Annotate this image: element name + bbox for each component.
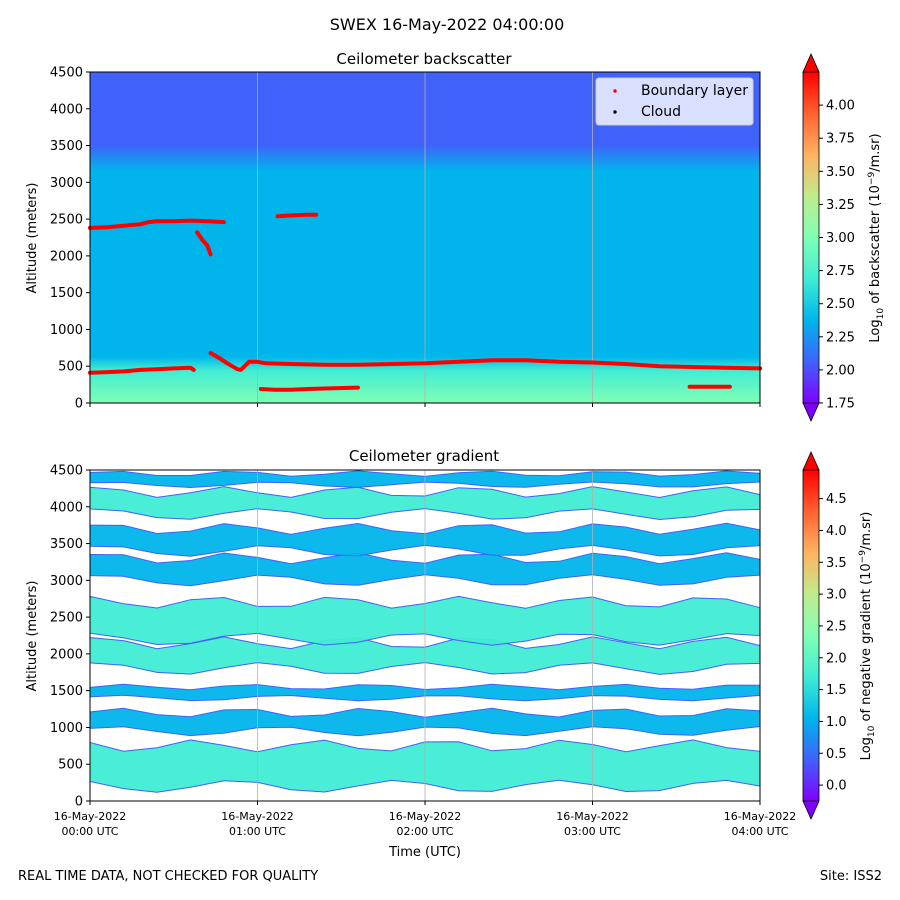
boundary-layer-surface-layer-2 — [208, 351, 762, 372]
backscatter-y-ticks: 0 500 1000 1500 2000 2500 3000 3500 4000 4500 — [50, 66, 90, 412]
colorbar-tick-label: 1.5 — [826, 683, 847, 698]
y-tick-label: 2000 — [50, 647, 83, 662]
y-tick-label: 1000 — [50, 323, 83, 338]
x-tick-time: 03:00 UTC — [564, 825, 621, 838]
x-tick-date: 16-May-2022 — [389, 810, 461, 823]
y-tick-label: 1500 — [50, 684, 83, 699]
colorbar-gradient — [802, 71, 820, 404]
gradient-plot-area — [89, 470, 761, 801]
x-tick-time: 00:00 UTC — [61, 825, 118, 838]
quality-disclaimer: REAL TIME DATA, NOT CHECKED FOR QUALITY — [18, 869, 319, 884]
gradient-colorbar: 0.0 0.5 1.0 1.5 2.0 2.5 3.0 3.5 4.0 4.5 — [802, 451, 847, 820]
y-tick-label: 0 — [75, 795, 83, 810]
colorbar-tick-label: 0.0 — [826, 779, 847, 794]
backscatter-panel: Ceilometer backscatter 0 500 1000 1500 2000 2… — [25, 50, 886, 422]
colorbar-max-extend — [802, 451, 820, 471]
gradient-title: Ceilometer gradient — [349, 447, 499, 465]
colorbar-tick-label: 3.5 — [826, 556, 847, 571]
backscatter-legend: Boundary layer Cloud — [595, 77, 754, 126]
y-tick-label: 500 — [58, 360, 83, 375]
x-tick-date: 16-May-2022 — [724, 810, 796, 823]
legend-label-cloud: Cloud — [641, 104, 681, 120]
boundary-layer-markers — [88, 212, 762, 392]
y-tick-label: 3500 — [50, 139, 83, 154]
backscatter-x-ticks — [89, 403, 761, 407]
backscatter-colorbar-label: Log10 of backscatter (10−9/m.sr) — [867, 133, 886, 342]
y-tick-label: 4000 — [50, 500, 83, 515]
backscatter-colorbar: 1.75 2.00 2.25 2.50 2.75 3.00 3.25 3.50 3.75 4.00 — [802, 53, 855, 422]
backscatter-title: Ceilometer backscatter — [336, 50, 512, 68]
figure-suptitle: SWEX 16-May-2022 04:00:00 — [330, 15, 565, 34]
legend-box — [595, 77, 754, 126]
boundary-layer-surface-layer-1 — [88, 365, 196, 375]
y-tick-label: 1000 — [50, 721, 83, 736]
legend-marker-boundary-layer — [613, 89, 617, 93]
x-tick-date: 16-May-2022 — [221, 810, 293, 823]
gradient-x-ticks: 16-May-2022 00:00 UTC 16-May-2022 01:00 UTC… — [54, 801, 796, 838]
site-label: Site: ISS2 — [819, 869, 882, 884]
y-tick-label: 3000 — [50, 176, 83, 191]
y-tick-label: 4500 — [50, 464, 83, 479]
y-tick-label: 500 — [58, 758, 83, 773]
colorbar-tick-label: 2.75 — [826, 264, 855, 279]
colorbar-tick-label: 3.75 — [826, 132, 855, 147]
colorbar-tick-label: 0.5 — [826, 747, 847, 762]
colorbar-min-extend — [802, 800, 820, 820]
colorbar-tick-label: 2.00 — [826, 363, 855, 378]
y-tick-label: 2500 — [50, 611, 83, 626]
x-tick-time: 02:00 UTC — [396, 825, 453, 838]
y-tick-label: 3000 — [50, 574, 83, 589]
x-tick-time: 04:00 UTC — [731, 825, 788, 838]
colorbar-tick-label: 2.50 — [826, 297, 855, 312]
x-tick-time: 01:00 UTC — [229, 825, 286, 838]
colorbar-tick-label: 1.0 — [826, 715, 847, 730]
boundary-layer-descending — [195, 230, 213, 257]
gradient-colorbar-label: Log10 of negative gradient (10−9/m.sr) — [858, 512, 877, 761]
y-tick-label: 0 — [75, 397, 83, 412]
colorbar-tick-label: 3.00 — [826, 231, 855, 246]
legend-label-boundary-layer: Boundary layer — [641, 83, 748, 99]
y-tick-label: 4500 — [50, 66, 83, 81]
y-tick-label: 3500 — [50, 537, 83, 552]
gradient-ylabel: Altitude (meters) — [25, 581, 40, 692]
boundary-layer-upper-layer-2 — [275, 212, 319, 219]
colorbar-tick-label: 3.0 — [826, 588, 847, 603]
colorbar-tick-label: 1.75 — [826, 397, 855, 412]
colorbar-max-extend — [802, 53, 820, 73]
colorbar-tick-label: 2.0 — [826, 651, 847, 666]
backscatter-ylabel: Altitude (meters) — [25, 183, 40, 294]
colorbar-tick-label: 4.00 — [826, 99, 855, 114]
y-tick-label: 4000 — [50, 102, 83, 117]
colorbar-min-extend — [802, 402, 820, 422]
legend-marker-cloud — [613, 110, 617, 114]
x-tick-date: 16-May-2022 — [54, 810, 126, 823]
colorbar-gradient — [802, 469, 820, 802]
colorbar-tick-label: 3.50 — [826, 165, 855, 180]
colorbar-tick-label: 2.5 — [826, 619, 847, 634]
boundary-layer-lower-segment — [258, 385, 360, 392]
boundary-layer-upper-layer-1 — [88, 218, 226, 230]
colorbar-tick-label: 4.5 — [826, 492, 847, 507]
gradient-panel: Ceilometer gradient 0 500 1000 1500 2000 2500… — [25, 447, 877, 860]
gradient-y-ticks: 0 500 1000 1500 2000 2500 3000 3500 4000 4500 — [50, 464, 90, 810]
colorbar-tick-label: 3.25 — [826, 198, 855, 213]
gradient-xlabel: Time (UTC) — [388, 845, 461, 860]
y-tick-label: 2500 — [50, 213, 83, 228]
colorbar-tick-label: 4.0 — [826, 524, 847, 539]
y-tick-label: 1500 — [50, 286, 83, 301]
colorbar-tick-label: 2.25 — [826, 330, 855, 345]
x-tick-date: 16-May-2022 — [556, 810, 628, 823]
y-tick-label: 2000 — [50, 249, 83, 264]
